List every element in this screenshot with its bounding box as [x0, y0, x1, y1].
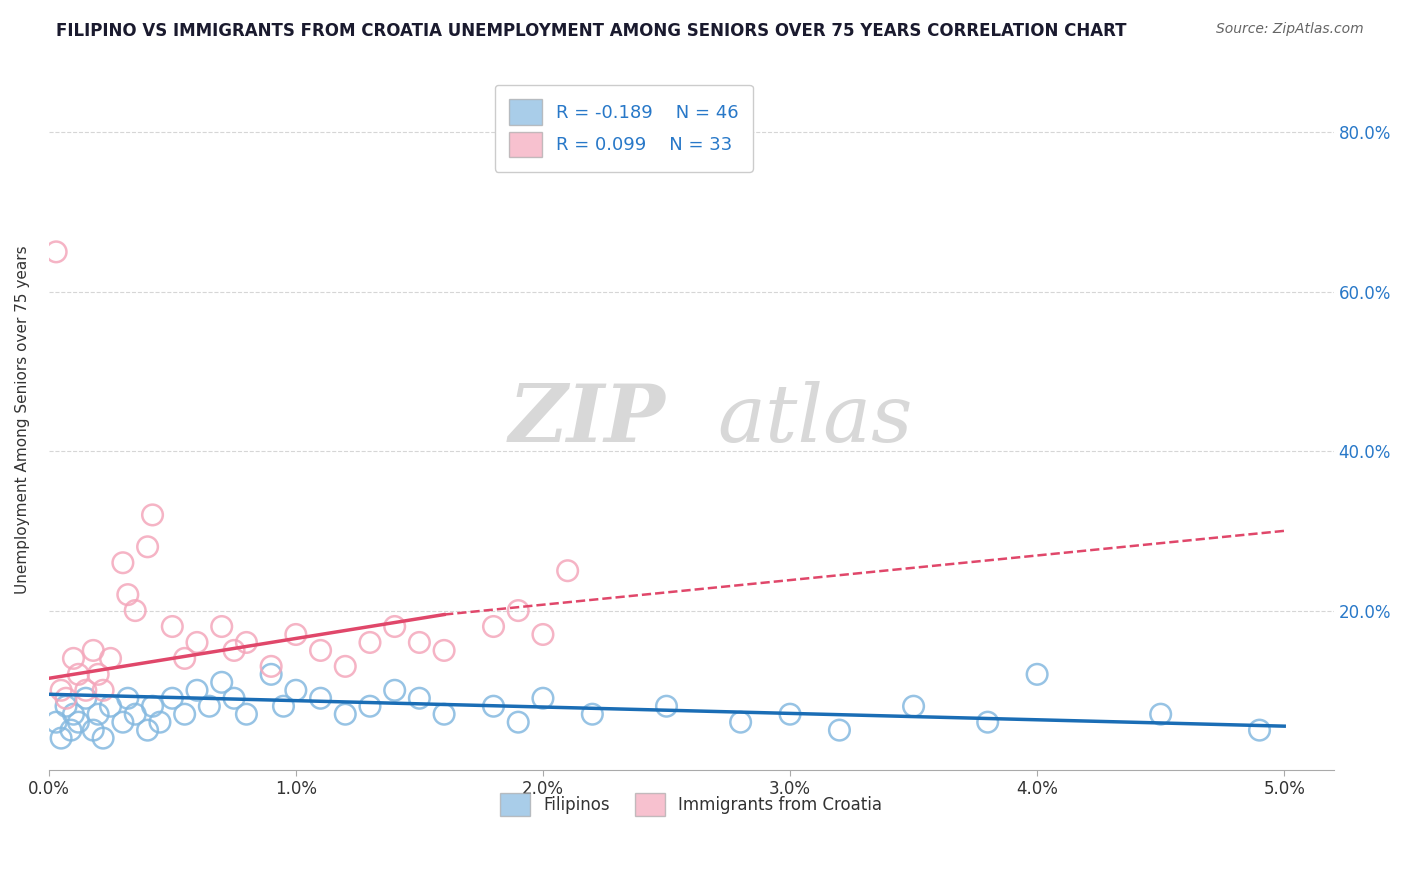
Point — [260, 659, 283, 673]
Point — [117, 588, 139, 602]
Point — [1249, 723, 1271, 738]
Point — [45, 244, 67, 259]
Point — [75, 691, 97, 706]
Point — [82, 723, 104, 738]
Point — [82, 643, 104, 657]
Point — [433, 643, 456, 657]
Point — [111, 715, 134, 730]
Point — [173, 707, 195, 722]
Point — [100, 699, 122, 714]
Point — [531, 627, 554, 641]
Point — [222, 691, 245, 706]
Point — [222, 643, 245, 657]
Point — [359, 635, 381, 649]
Point — [49, 731, 72, 745]
Point — [235, 707, 257, 722]
Text: atlas: atlas — [717, 381, 912, 458]
Point — [124, 603, 146, 617]
Point — [91, 683, 114, 698]
Y-axis label: Unemployment Among Seniors over 75 years: Unemployment Among Seniors over 75 years — [15, 245, 30, 593]
Point — [62, 707, 84, 722]
Point — [1026, 667, 1049, 681]
Point — [149, 715, 172, 730]
Point — [384, 683, 406, 698]
Point — [235, 635, 257, 649]
Point — [730, 715, 752, 730]
Point — [141, 699, 163, 714]
Point — [211, 619, 233, 633]
Point — [55, 691, 77, 706]
Point — [91, 731, 114, 745]
Point — [359, 699, 381, 714]
Point — [87, 707, 110, 722]
Point — [482, 699, 505, 714]
Point — [408, 691, 430, 706]
Point — [100, 651, 122, 665]
Point — [903, 699, 925, 714]
Point — [162, 691, 184, 706]
Point — [508, 715, 530, 730]
Point — [1150, 707, 1173, 722]
Point — [260, 667, 283, 681]
Point — [141, 508, 163, 522]
Text: ZIP: ZIP — [509, 381, 665, 458]
Point — [59, 723, 82, 738]
Point — [124, 707, 146, 722]
Point — [87, 667, 110, 681]
Point — [557, 564, 579, 578]
Point — [186, 683, 208, 698]
Point — [198, 699, 221, 714]
Point — [581, 707, 603, 722]
Point — [284, 627, 307, 641]
Point — [482, 619, 505, 633]
Point — [67, 715, 90, 730]
Point — [309, 691, 332, 706]
Point — [162, 619, 184, 633]
Text: FILIPINO VS IMMIGRANTS FROM CROATIA UNEMPLOYMENT AMONG SENIORS OVER 75 YEARS COR: FILIPINO VS IMMIGRANTS FROM CROATIA UNEM… — [56, 22, 1126, 40]
Point — [335, 659, 357, 673]
Point — [273, 699, 295, 714]
Point — [309, 643, 332, 657]
Point — [211, 675, 233, 690]
Point — [284, 683, 307, 698]
Point — [335, 707, 357, 722]
Point — [117, 691, 139, 706]
Point — [976, 715, 998, 730]
Point — [55, 699, 77, 714]
Point — [136, 723, 159, 738]
Point — [45, 715, 67, 730]
Point — [67, 667, 90, 681]
Point — [75, 683, 97, 698]
Point — [49, 683, 72, 698]
Point — [186, 635, 208, 649]
Point — [62, 651, 84, 665]
Text: Source: ZipAtlas.com: Source: ZipAtlas.com — [1216, 22, 1364, 37]
Point — [173, 651, 195, 665]
Point — [655, 699, 678, 714]
Point — [384, 619, 406, 633]
Point — [136, 540, 159, 554]
Point — [111, 556, 134, 570]
Legend: Filipinos, Immigrants from Croatia: Filipinos, Immigrants from Croatia — [492, 785, 890, 825]
Point — [828, 723, 851, 738]
Point — [531, 691, 554, 706]
Point — [408, 635, 430, 649]
Point — [779, 707, 801, 722]
Point — [508, 603, 530, 617]
Point — [433, 707, 456, 722]
